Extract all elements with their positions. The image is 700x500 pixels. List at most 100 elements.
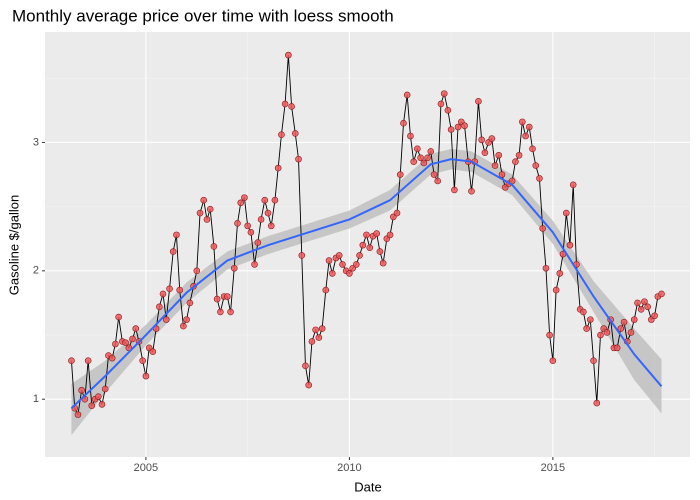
price-point — [264, 209, 272, 217]
price-point — [651, 312, 658, 320]
price-point — [393, 209, 401, 217]
price-point — [315, 334, 323, 341]
price-point — [285, 51, 292, 59]
price-point — [451, 186, 458, 194]
price-point — [603, 329, 611, 336]
price-point — [305, 381, 312, 389]
price-point — [373, 230, 380, 237]
y-axis-title: Gasoline $/gallon — [6, 195, 21, 295]
price-point — [213, 295, 221, 303]
price-point — [247, 229, 255, 236]
price-point — [112, 340, 119, 348]
price-point — [529, 145, 536, 153]
price-point — [298, 252, 306, 259]
x-tick-label: 2015 — [541, 462, 565, 474]
price-point — [515, 151, 523, 159]
price-point — [407, 132, 414, 140]
price-point — [78, 386, 85, 394]
price-point — [366, 244, 374, 252]
price-point — [400, 119, 407, 127]
price-point — [539, 225, 546, 232]
price-point — [200, 196, 208, 204]
price-point — [549, 357, 557, 365]
price-point — [434, 177, 441, 185]
price-point — [206, 205, 214, 213]
price-point — [193, 267, 201, 275]
price-point — [396, 171, 404, 178]
price-point — [630, 316, 638, 323]
price-point — [353, 261, 360, 268]
price-point — [74, 411, 82, 418]
price-point — [410, 158, 417, 165]
price-point — [542, 264, 550, 272]
price-point — [234, 220, 241, 227]
price-point — [271, 196, 279, 204]
price-point — [597, 331, 604, 339]
price-point — [376, 248, 384, 255]
price-point — [217, 308, 224, 316]
price-point — [335, 252, 343, 259]
price-point — [302, 362, 309, 370]
price-point — [461, 122, 468, 130]
price-point — [454, 123, 462, 131]
price-point — [420, 159, 428, 167]
price-point — [322, 286, 330, 294]
price-point — [88, 402, 96, 409]
y-tick-label: 3 — [33, 136, 39, 148]
price-point — [267, 222, 275, 230]
price-point — [142, 372, 150, 380]
panel — [45, 32, 690, 457]
price-point — [257, 216, 265, 223]
price-point — [180, 322, 187, 330]
price-point — [491, 162, 499, 169]
price-point — [586, 316, 594, 323]
price-point — [519, 118, 526, 126]
price-point — [637, 306, 645, 313]
price-point — [620, 318, 628, 326]
price-point — [325, 257, 333, 264]
price-point — [254, 239, 262, 246]
price-point — [498, 171, 506, 178]
price-point — [159, 290, 167, 298]
price-point — [169, 248, 177, 255]
price-point — [346, 270, 353, 277]
price-point — [556, 270, 564, 277]
price-point — [339, 261, 346, 268]
price-point — [278, 131, 285, 139]
price-point — [580, 308, 587, 316]
price-point — [241, 194, 248, 201]
x-axis-title: Date — [354, 479, 381, 494]
price-point — [122, 339, 129, 347]
y-tick-label: 1 — [33, 393, 39, 405]
price-point — [308, 338, 316, 345]
price-point — [68, 357, 75, 365]
chart-title: Monthly average price over time with loe… — [12, 6, 394, 25]
price-point — [251, 261, 258, 268]
price-point — [617, 325, 625, 332]
price-point — [583, 325, 590, 332]
price-point — [424, 154, 431, 162]
price-point — [363, 231, 370, 239]
price-point — [227, 308, 234, 316]
price-point — [203, 216, 211, 223]
price-point — [546, 331, 553, 339]
price-point — [166, 285, 173, 293]
price-point — [115, 313, 122, 321]
price-point — [427, 148, 435, 155]
price-point — [562, 209, 570, 217]
price-point — [488, 135, 496, 142]
price-point — [295, 155, 302, 163]
price-point — [129, 335, 136, 343]
price-point — [274, 164, 282, 172]
price-point — [478, 136, 485, 144]
price-point — [210, 243, 218, 250]
price-point — [108, 354, 116, 362]
price-point — [525, 123, 533, 131]
price-point — [162, 316, 170, 323]
price-point — [379, 259, 387, 267]
y-tick-label: 2 — [33, 265, 39, 277]
price-point — [475, 98, 482, 105]
price-point — [132, 325, 140, 332]
price-point — [359, 241, 367, 249]
